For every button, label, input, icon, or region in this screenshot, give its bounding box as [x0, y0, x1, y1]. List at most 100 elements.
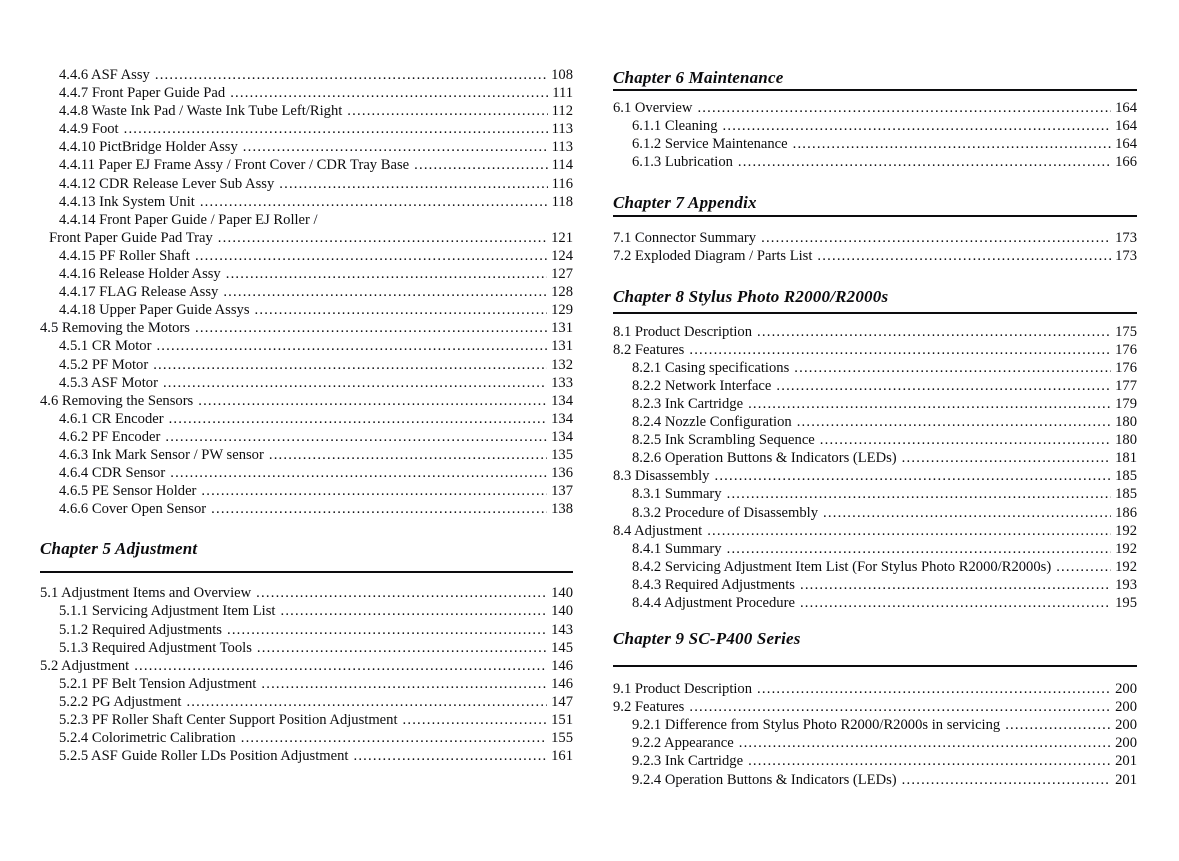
- dot-leader: [241, 729, 547, 747]
- toc-entry[interactable]: 8.3.1 Summary 185: [613, 485, 1137, 503]
- dot-leader: [1005, 716, 1111, 734]
- toc-entry[interactable]: 9.2.1 Difference from Stylus Photo R2000…: [613, 716, 1137, 734]
- chapter-rule: [613, 665, 1137, 668]
- toc-entry-title: 9.2.1 Difference from Stylus Photo R2000…: [632, 717, 1001, 734]
- toc-entry[interactable]: 5.1.3 Required Adjustment Tools 145: [40, 639, 573, 657]
- toc-entry[interactable]: 4.4.18 Upper Paper Guide Assys 129: [40, 301, 573, 319]
- toc-entry[interactable]: 4.4.13 Ink System Unit 118: [40, 193, 573, 211]
- toc-entry[interactable]: 8.1 Product Description 175: [613, 323, 1137, 341]
- chapter-heading: Chapter 9 SC-P400 Series: [613, 629, 801, 649]
- chapter-heading: Chapter 5 Adjustment: [40, 539, 198, 559]
- dot-leader: [155, 66, 547, 84]
- toc-entry[interactable]: 5.1 Adjustment Items and Overview 140: [40, 584, 573, 602]
- toc-entry[interactable]: 4.6.5 PE Sensor Holder 137: [40, 482, 573, 500]
- toc-entry-page: 131: [551, 320, 573, 337]
- toc-entry[interactable]: 4.6 Removing the Sensors 134: [40, 392, 573, 410]
- toc-entry[interactable]: 8.4.1 Summary 192: [613, 540, 1137, 558]
- toc-entry[interactable]: 4.4.15 PF Roller Shaft 124: [40, 247, 573, 265]
- dot-leader: [169, 410, 548, 428]
- dot-leader: [689, 341, 1111, 359]
- toc-entry-page: 192: [1115, 558, 1137, 575]
- dot-leader: [186, 693, 547, 711]
- toc-entry[interactable]: 4.5.3 ASF Motor 133: [40, 374, 573, 392]
- toc-entry[interactable]: 8.4.2 Servicing Adjustment Item List (Fo…: [613, 558, 1137, 576]
- toc-entry[interactable]: 4.5.1 CR Motor 131: [40, 337, 573, 355]
- toc-entry-list: 9.1 Product Description 200 9.2 Features 20…: [613, 680, 1137, 789]
- toc-entry[interactable]: 9.2.4 Operation Buttons & Indicators (LE…: [613, 771, 1137, 789]
- toc-entry[interactable]: 8.2.1 Casing specifications 176: [613, 359, 1137, 377]
- dot-leader: [243, 138, 548, 156]
- dot-leader: [347, 102, 547, 120]
- toc-entry[interactable]: 6.1.2 Service Maintenance 164: [613, 135, 1137, 153]
- dot-leader: [727, 540, 1112, 558]
- toc-entry[interactable]: Front Paper Guide Pad Tray 121: [40, 229, 573, 247]
- toc-entry[interactable]: 7.1 Connector Summary 173: [613, 229, 1137, 247]
- toc-entry[interactable]: 4.4.17 FLAG Release Assy 128: [40, 283, 573, 301]
- toc-entry[interactable]: 9.1 Product Description 200: [613, 680, 1137, 698]
- toc-entry[interactable]: 4.6.3 Ink Mark Sensor / PW sensor 135: [40, 446, 573, 464]
- toc-entry[interactable]: 4.5 Removing the Motors 131: [40, 319, 573, 337]
- dot-leader: [748, 752, 1111, 770]
- toc-entry-page: 131: [551, 338, 573, 355]
- toc-entry-title: 4.4.14 Front Paper Guide / Paper EJ Roll…: [59, 211, 318, 228]
- toc-entry[interactable]: 8.3 Disassembly 185: [613, 467, 1137, 485]
- toc-entry[interactable]: 9.2.2 Appearance 200: [613, 734, 1137, 752]
- toc-entry-page: 132: [551, 356, 573, 373]
- toc-entry-page: 164: [1115, 118, 1137, 135]
- toc-entry-title: 4.5.2 PF Motor: [59, 356, 149, 373]
- toc-entry[interactable]: 4.4.14 Front Paper Guide / Paper EJ Roll…: [40, 211, 573, 229]
- toc-entry-title: 4.4.6 ASF Assy: [59, 67, 150, 83]
- dot-leader: [723, 117, 1112, 135]
- toc-entry[interactable]: 5.1.2 Required Adjustments 143: [40, 621, 573, 639]
- toc-entry[interactable]: 4.5.2 PF Motor 132: [40, 356, 573, 374]
- toc-entry[interactable]: 9.2.3 Ink Cartridge 201: [613, 752, 1137, 770]
- toc-entry-page: 173: [1115, 230, 1137, 247]
- toc-entry[interactable]: 5.2.1 PF Belt Tension Adjustment 146: [40, 675, 573, 693]
- toc-entry-title: 6.1 Overview: [613, 100, 693, 116]
- toc-entry[interactable]: 8.3.2 Procedure of Disassembly 186: [613, 504, 1137, 522]
- toc-entry[interactable]: 5.2 Adjustment 146: [40, 657, 573, 675]
- toc-entry[interactable]: 4.4.12 CDR Release Lever Sub Assy 116: [40, 175, 573, 193]
- toc-entry[interactable]: 6.1 Overview 164: [613, 99, 1137, 117]
- toc-entry[interactable]: 6.1.1 Cleaning 164: [613, 117, 1137, 135]
- dot-leader: [227, 621, 547, 639]
- dot-leader: [226, 265, 547, 283]
- toc-entry-page: 173: [1115, 248, 1137, 265]
- toc-entry[interactable]: 4.4.16 Release Holder Assy 127: [40, 265, 573, 283]
- toc-entry[interactable]: 4.4.11 Paper EJ Frame Assy / Front Cover…: [40, 156, 573, 174]
- toc-entry[interactable]: 8.4.4 Adjustment Procedure 195: [613, 594, 1137, 612]
- toc-entry[interactable]: 8.4 Adjustment 192: [613, 522, 1137, 540]
- toc-entry-page: 180: [1115, 432, 1137, 449]
- toc-entry-title: 9.2.2 Appearance: [632, 735, 734, 752]
- toc-entry[interactable]: 5.1.1 Servicing Adjustment Item List 140: [40, 602, 573, 620]
- toc-entry[interactable]: 8.2.2 Network Interface 177: [613, 377, 1137, 395]
- toc-entry-page: 195: [1115, 594, 1137, 611]
- toc-entry[interactable]: 5.2.5 ASF Guide Roller LDs Position Adju…: [40, 747, 573, 765]
- toc-entry[interactable]: 5.2.2 PG Adjustment 147: [40, 693, 573, 711]
- toc-entry[interactable]: 7.2 Exploded Diagram / Parts List 173: [613, 247, 1137, 265]
- toc-entry[interactable]: 5.2.4 Colorimetric Calibration 155: [40, 729, 573, 747]
- dot-leader: [739, 734, 1111, 752]
- toc-entry-title: 4.5.1 CR Motor: [59, 338, 152, 355]
- toc-entry[interactable]: 4.4.9 Foot 113: [40, 120, 573, 138]
- toc-entry[interactable]: 4.6.2 PF Encoder 134: [40, 428, 573, 446]
- toc-entry[interactable]: 8.2 Features 176: [613, 341, 1137, 359]
- toc-entry[interactable]: 6.1.3 Lubrication 166: [613, 153, 1137, 171]
- toc-entry[interactable]: 8.4.3 Required Adjustments 193: [613, 576, 1137, 594]
- toc-entry[interactable]: 4.6.1 CR Encoder 134: [40, 410, 573, 428]
- toc-entry[interactable]: 4.4.10 PictBridge Holder Assy 113: [40, 138, 573, 156]
- toc-entry[interactable]: 8.2.3 Ink Cartridge 179: [613, 395, 1137, 413]
- toc-entry[interactable]: 5.2.3 PF Roller Shaft Center Support Pos…: [40, 711, 573, 729]
- toc-entry[interactable]: 9.2 Features 200: [613, 698, 1137, 716]
- dot-leader: [218, 229, 547, 247]
- toc-entry[interactable]: 4.6.6 Cover Open Sensor 138: [40, 500, 573, 518]
- toc-entry[interactable]: 8.2.6 Operation Buttons & Indicators (LE…: [613, 449, 1137, 467]
- toc-entry[interactable]: 4.6.4 CDR Sensor 136: [40, 464, 573, 482]
- toc-entry-title: 8.4.4 Adjustment Procedure: [632, 594, 795, 611]
- toc-entry[interactable]: 4.4.7 Front Paper Guide Pad 111: [40, 84, 573, 102]
- toc-entry[interactable]: 4.4.8 Waste Ink Pad / Waste Ink Tube Lef…: [40, 102, 573, 120]
- toc-entry[interactable]: 4.4.6 ASF Assy 108: [40, 66, 573, 84]
- toc-entry[interactable]: 8.2.4 Nozzle Configuration 180: [613, 413, 1137, 431]
- chapter-rule: [613, 311, 1137, 314]
- toc-entry[interactable]: 8.2.5 Ink Scrambling Sequence 180: [613, 431, 1137, 449]
